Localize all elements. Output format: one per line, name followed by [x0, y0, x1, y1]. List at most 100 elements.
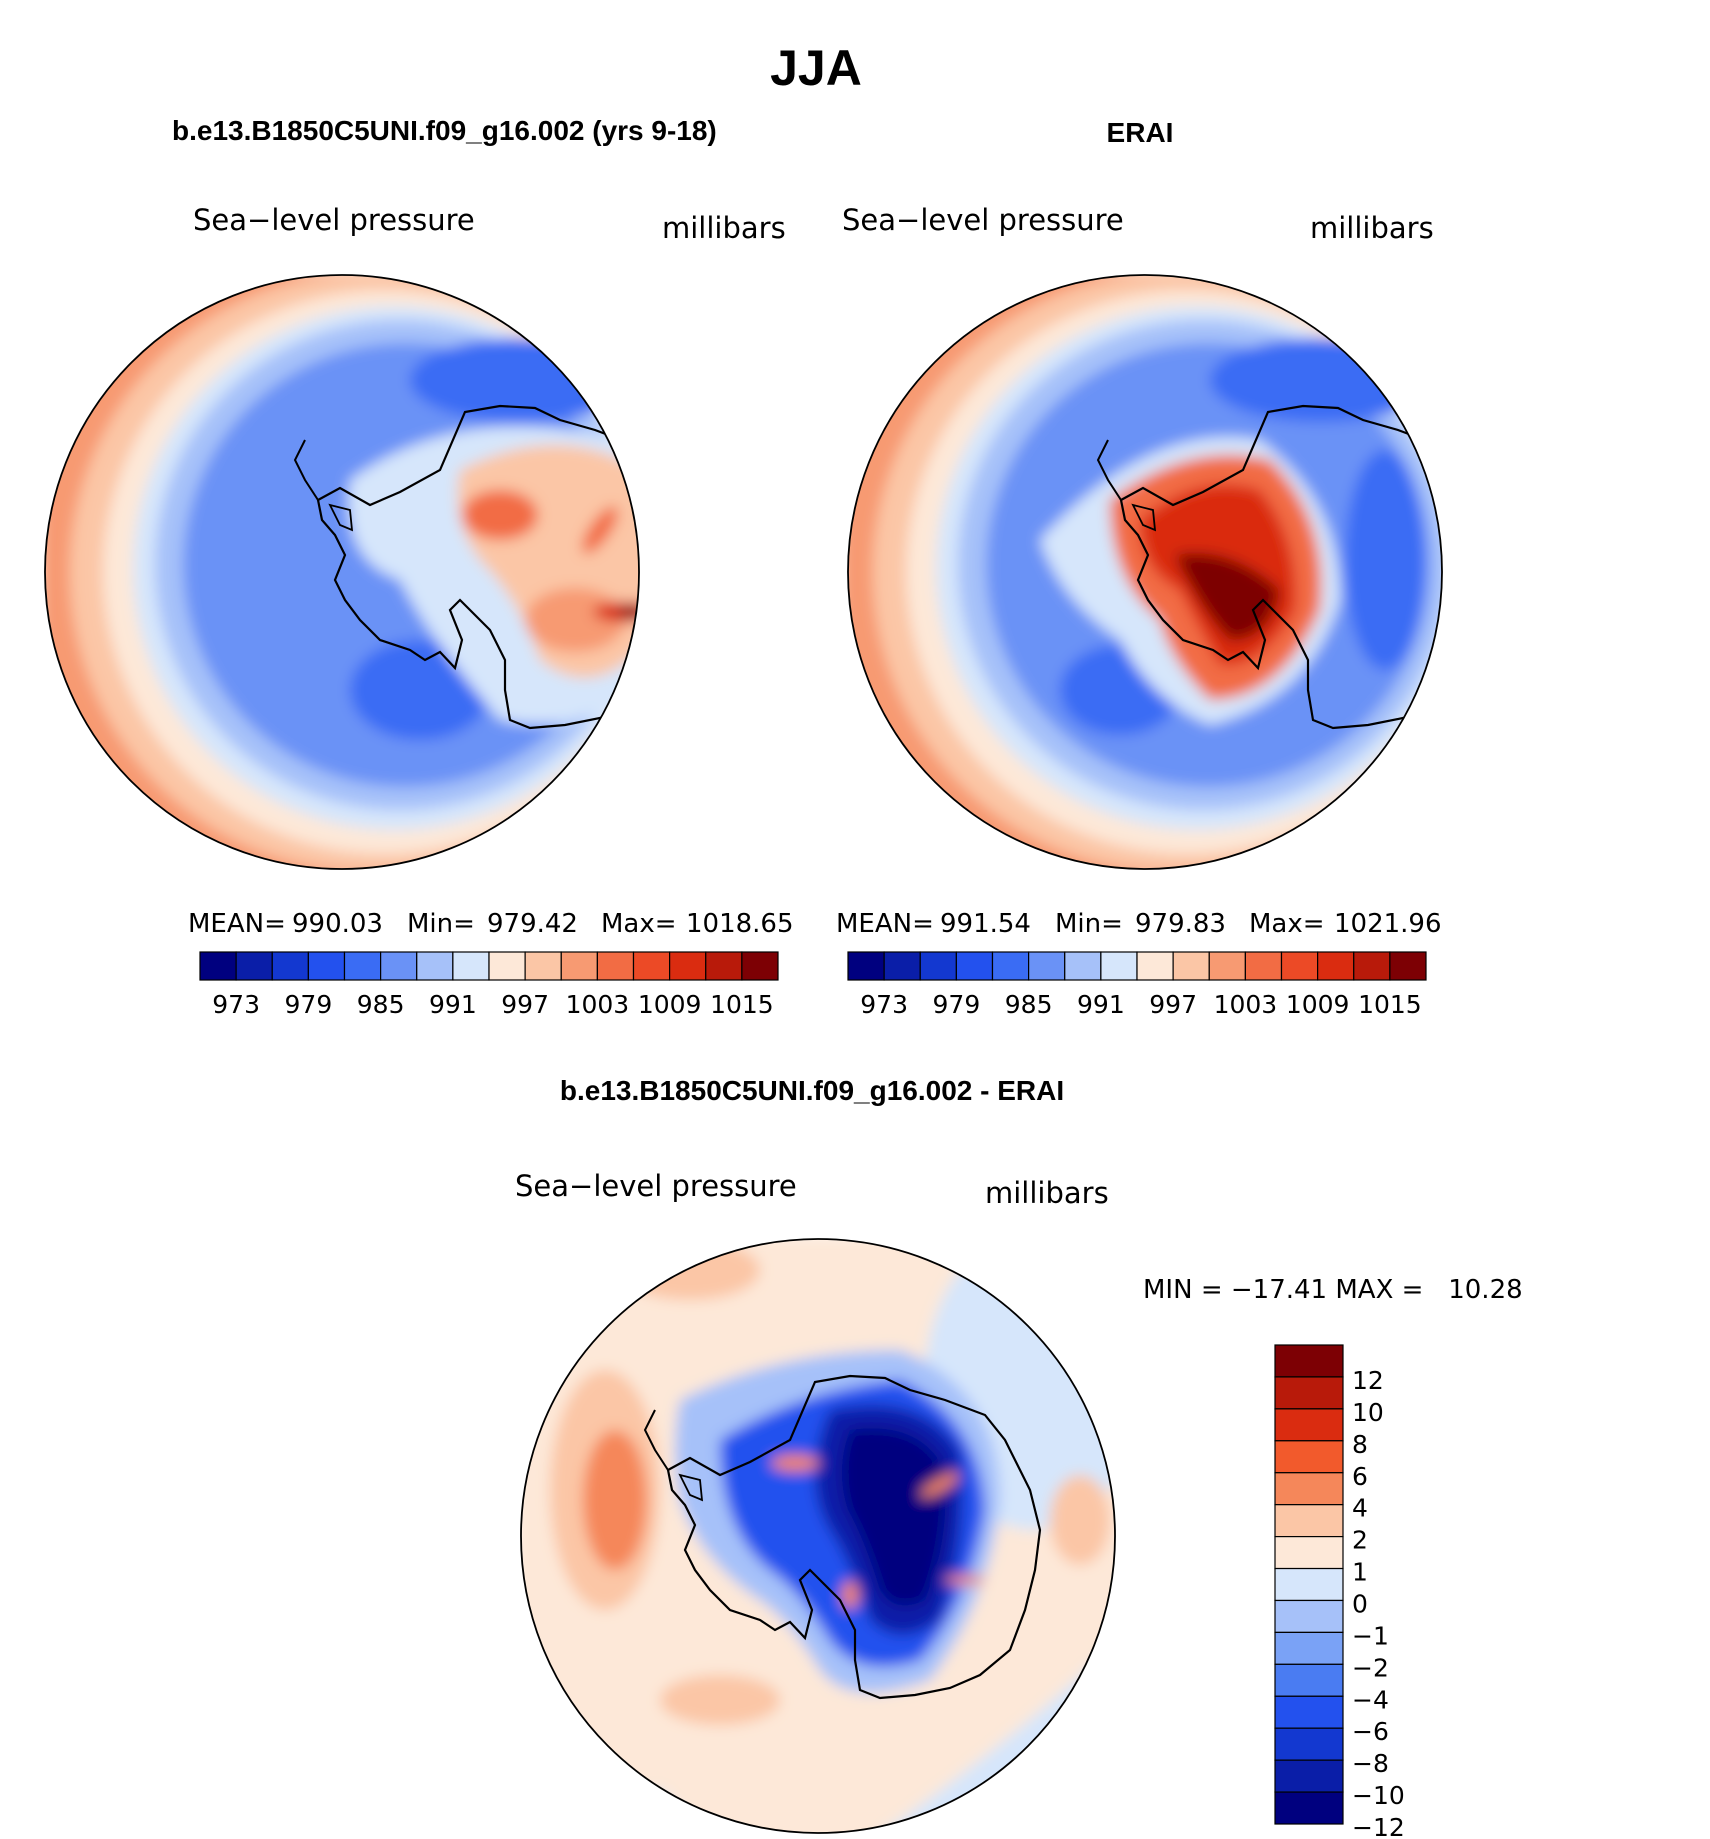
- colorbar-tick-label: −6: [1352, 1717, 1389, 1746]
- colorbar-swatch: [1274, 1695, 1344, 1729]
- colorbar-swatch: [1274, 1599, 1344, 1634]
- model-stats: MEAN= 990.03 Min= 979.42 Max= 1018.65: [188, 909, 794, 939]
- colorbar-tick-label: 979: [285, 990, 333, 1019]
- model-max-label: Max=: [601, 909, 677, 939]
- panel-diff-variable: Sea−level pressure: [515, 1169, 797, 1203]
- colorbar-tick-label: 4: [1352, 1494, 1368, 1523]
- diff-map-border: [520, 1238, 1116, 1834]
- obs-min-label: Min=: [1055, 909, 1123, 939]
- colorbar-swatch: [199, 951, 237, 981]
- panel-model-units: millibars: [662, 211, 786, 245]
- colorbar-swatch: [416, 951, 454, 981]
- obs-mean-label: MEAN=: [836, 909, 934, 939]
- colorbar-swatch: [235, 951, 273, 981]
- colorbar-swatch: [1274, 1759, 1344, 1793]
- colorbar-tick-label: 1015: [1358, 990, 1422, 1019]
- colorbar-swatch: [307, 951, 346, 981]
- colorbar-swatch: [741, 951, 779, 981]
- colorbar-swatch: [1274, 1631, 1344, 1665]
- colorbar-swatch: [1274, 1663, 1344, 1697]
- colorbar-tick-label: 1009: [1286, 990, 1350, 1019]
- colorbar-swatch: [1274, 1344, 1344, 1378]
- model-max-value: 1018.65: [686, 909, 794, 939]
- colorbar-tick-label: 997: [501, 990, 549, 1019]
- model-min-value: 979.42: [487, 909, 578, 939]
- model-colorbar: 973 979 985 991 997 1003 1009 1015: [199, 951, 779, 1019]
- colorbar-swatch: [705, 951, 743, 981]
- obs-min-value: 979.83: [1135, 909, 1226, 939]
- colorbar-swatch: [1136, 951, 1174, 981]
- colorbar-swatch: [847, 951, 885, 981]
- panel-obs-variable: Sea−level pressure: [842, 203, 1124, 237]
- colorbar-tick-label: 1: [1352, 1558, 1368, 1587]
- colorbar-tick-label: 6: [1352, 1462, 1368, 1491]
- panel-diff-units: millibars: [985, 1176, 1109, 1210]
- colorbar-swatch: [1274, 1440, 1344, 1474]
- panel-obs-units: millibars: [1310, 211, 1434, 245]
- colorbar-swatch: [1100, 951, 1138, 981]
- colorbar-tick-label: 1015: [710, 990, 774, 1019]
- colorbar-tick-label: 2: [1352, 1526, 1368, 1555]
- panel-diff-header: b.e13.B1850C5UNI.f09_g16.002 - ERAI: [560, 1075, 1064, 1106]
- colorbar-swatch: [380, 951, 418, 981]
- colorbar-swatch: [1208, 951, 1246, 981]
- colorbar-tick-label: 973: [212, 990, 260, 1019]
- colorbar-swatch: [1389, 951, 1427, 981]
- colorbar-swatch: [271, 951, 309, 981]
- colorbar-tick-label: 10: [1352, 1398, 1384, 1427]
- panel-obs-header: ERAI: [1107, 117, 1174, 148]
- colorbar-swatch: [1274, 1376, 1344, 1410]
- colorbar-swatch: [560, 951, 598, 981]
- obs-max-value: 1021.96: [1334, 909, 1442, 939]
- colorbar-tick-label: 979: [933, 990, 981, 1019]
- colorbar-swatch: [669, 951, 707, 981]
- colorbar-swatch: [1274, 1535, 1344, 1570]
- colorbar-tick-label: −2: [1352, 1653, 1389, 1682]
- colorbar-tick-label: 973: [860, 990, 908, 1019]
- colorbar-swatch: [524, 951, 562, 981]
- colorbar-swatch: [955, 951, 994, 981]
- colorbar-tick-label: −1: [1352, 1621, 1389, 1650]
- colorbar-tick-label: −8: [1352, 1749, 1389, 1778]
- colorbar-swatch: [1064, 951, 1102, 981]
- colorbar-swatch: [452, 951, 490, 981]
- colorbar-swatch: [1317, 951, 1355, 981]
- colorbar-tick-label: 1009: [638, 990, 702, 1019]
- colorbar-tick-label: 0: [1352, 1590, 1368, 1619]
- colorbar-tick-label: 985: [1005, 990, 1053, 1019]
- colorbar-swatch: [1274, 1791, 1344, 1825]
- colorbar-swatch: [991, 951, 1030, 981]
- colorbar-swatch: [1280, 951, 1319, 981]
- colorbar-swatch: [596, 951, 635, 981]
- colorbar-tick-label: 985: [357, 990, 405, 1019]
- colorbar-tick-label: 8: [1352, 1430, 1368, 1459]
- obs-mean-value: 991.54: [940, 909, 1031, 939]
- colorbar-tick-label: −12: [1352, 1813, 1405, 1839]
- colorbar-swatch: [1028, 951, 1066, 981]
- obs-max-label: Max=: [1249, 909, 1325, 939]
- colorbar-swatch: [1274, 1408, 1344, 1442]
- model-min-label: Min=: [407, 909, 475, 939]
- colorbar-swatch: [1274, 1472, 1344, 1506]
- colorbar-swatch: [1274, 1727, 1344, 1761]
- panel-diff-stats: MIN = −17.41 MAX = 10.28: [1143, 1275, 1523, 1305]
- colorbar-tick-label: 991: [429, 990, 477, 1019]
- colorbar-swatch: [883, 951, 921, 981]
- obs-map-border: [847, 274, 1443, 870]
- colorbar-swatch: [343, 951, 382, 981]
- model-map: [45, 275, 639, 869]
- colorbar-swatch: [488, 951, 526, 981]
- model-mean-value: 990.03: [292, 909, 383, 939]
- panel-model-variable: Sea−level pressure: [193, 203, 475, 237]
- colorbar-swatch: [1172, 951, 1210, 981]
- colorbar-tick-label: −10: [1352, 1781, 1405, 1810]
- model-map-border: [44, 274, 640, 870]
- colorbar-swatch: [1274, 1567, 1344, 1602]
- colorbar-tick-label: 997: [1149, 990, 1197, 1019]
- colorbar-swatch: [1244, 951, 1283, 981]
- colorbar-tick-label: 12: [1352, 1366, 1384, 1395]
- colorbar-swatch: [632, 951, 671, 981]
- colorbar-tick-label: 1003: [566, 990, 630, 1019]
